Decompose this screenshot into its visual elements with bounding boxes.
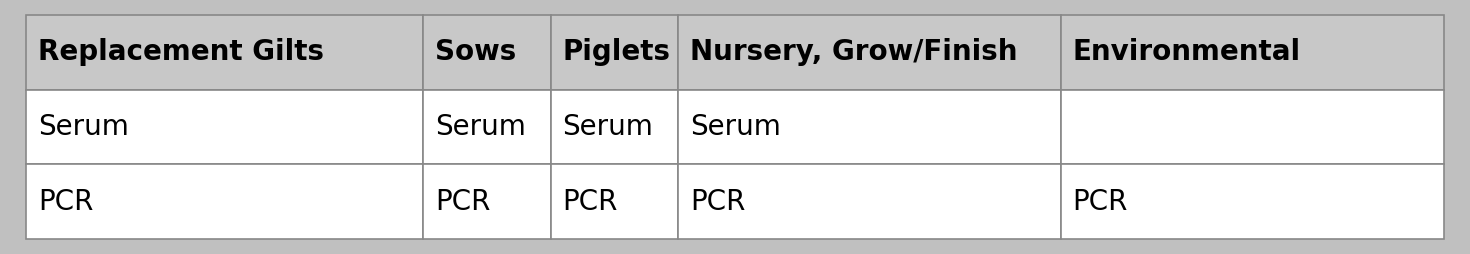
Text: PCR: PCR	[563, 187, 617, 215]
FancyBboxPatch shape	[1061, 15, 1444, 90]
FancyBboxPatch shape	[423, 90, 551, 164]
Text: Serum: Serum	[563, 113, 653, 141]
Text: PCR: PCR	[38, 187, 94, 215]
Text: Serum: Serum	[435, 113, 526, 141]
FancyBboxPatch shape	[26, 15, 423, 90]
Text: Piglets: Piglets	[563, 39, 670, 67]
FancyBboxPatch shape	[551, 15, 678, 90]
Text: PCR: PCR	[689, 187, 745, 215]
FancyBboxPatch shape	[1061, 164, 1444, 239]
Text: Environmental: Environmental	[1073, 39, 1301, 67]
Text: Serum: Serum	[689, 113, 781, 141]
Text: Serum: Serum	[38, 113, 129, 141]
FancyBboxPatch shape	[26, 90, 423, 164]
FancyBboxPatch shape	[26, 164, 423, 239]
Text: Sows: Sows	[435, 39, 516, 67]
FancyBboxPatch shape	[678, 90, 1061, 164]
FancyBboxPatch shape	[551, 164, 678, 239]
Text: PCR: PCR	[1073, 187, 1127, 215]
FancyBboxPatch shape	[678, 164, 1061, 239]
FancyBboxPatch shape	[423, 15, 551, 90]
FancyBboxPatch shape	[1061, 90, 1444, 164]
FancyBboxPatch shape	[551, 90, 678, 164]
Text: PCR: PCR	[435, 187, 491, 215]
Text: Nursery, Grow/Finish: Nursery, Grow/Finish	[689, 39, 1017, 67]
Text: Replacement Gilts: Replacement Gilts	[38, 39, 325, 67]
FancyBboxPatch shape	[678, 15, 1061, 90]
FancyBboxPatch shape	[423, 164, 551, 239]
